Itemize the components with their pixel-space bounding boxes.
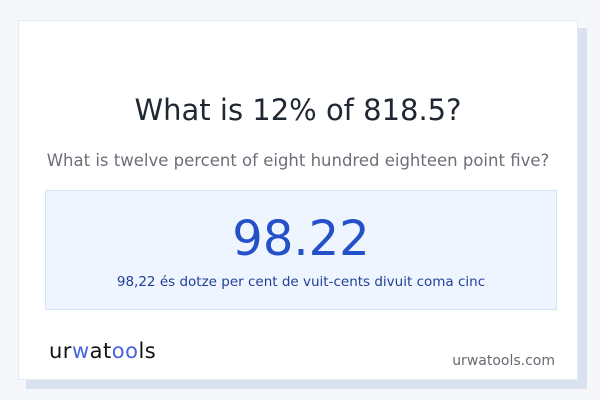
page-subtitle: What is twelve percent of eight hundred … bbox=[46, 151, 550, 170]
page-title: What is 12% of 818.5? bbox=[134, 93, 462, 127]
urwatools-logo: urwatools bbox=[49, 339, 157, 363]
result-words: 98,22 és dotze per cent de vuit-cents di… bbox=[116, 274, 486, 290]
result-card: What is 12% of 818.5? What is twelve per… bbox=[18, 20, 578, 380]
result-box: 98.22 98,22 és dotze per cent de vuit-ce… bbox=[45, 190, 557, 310]
site-url: urwatools.com bbox=[452, 353, 555, 369]
result-value: 98.22 bbox=[232, 211, 370, 267]
